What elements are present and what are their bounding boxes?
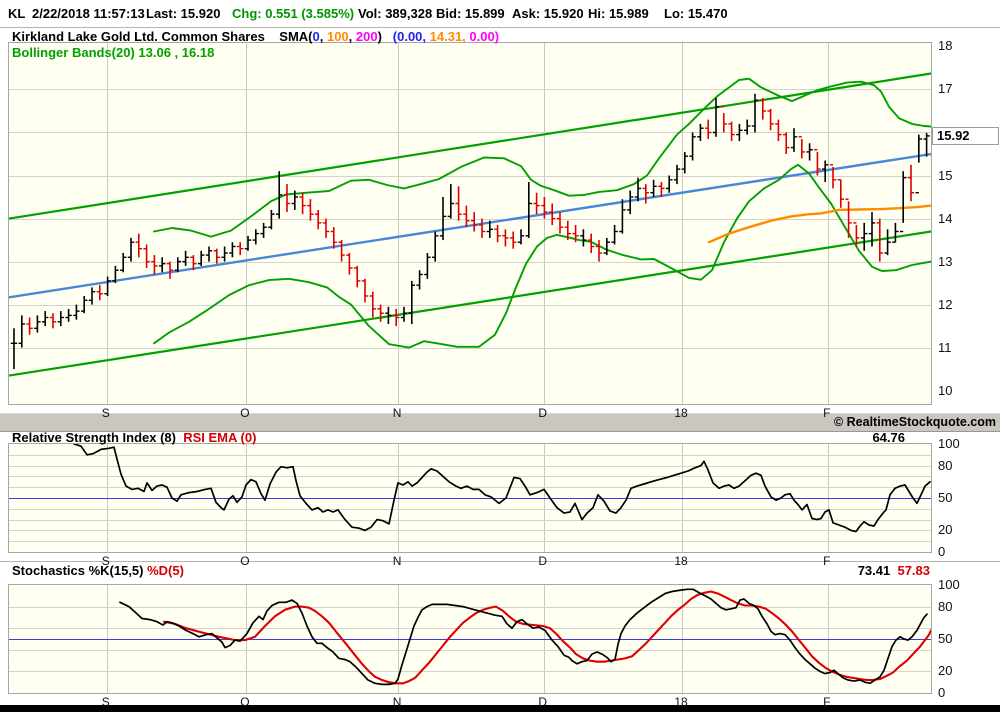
watermark-text: © RealtimeStockquote.com [833, 415, 996, 429]
ticker-symbol: KL [8, 6, 26, 21]
lower-channel-line [9, 230, 931, 377]
text-fragment: SMA( [279, 29, 313, 44]
x-axis-label: D [538, 554, 548, 568]
text-fragment: ) [377, 29, 393, 44]
price-chart-title: Kirkland Lake Gold Ltd. Common Shares SM… [12, 29, 499, 44]
x-axis-label: O [240, 406, 250, 420]
y-axis-label: 50 [938, 490, 953, 505]
x-axis-label: N [392, 695, 402, 709]
y-axis-label: 80 [938, 598, 953, 614]
y-axis-label: 100 [938, 436, 960, 451]
text-fragment: 14.31, [429, 29, 470, 44]
quote-low: Lo: 15.470 [664, 6, 728, 21]
stochastics-plot [8, 584, 932, 694]
text-fragment: RSI EMA (0) [183, 430, 257, 445]
text-fragment: , [319, 29, 327, 44]
price-chart-svg [9, 43, 931, 404]
rsi-svg [9, 444, 931, 552]
y-axis-label: 10 [938, 382, 953, 398]
x-axis-label: S [101, 406, 110, 420]
last-price-tag: 15.92 [932, 127, 999, 145]
y-axis-label: 20 [938, 663, 953, 679]
bollinger-lower-band [153, 163, 931, 349]
y-axis-label: 12 [938, 296, 953, 312]
sma-100-line [707, 204, 931, 244]
text-fragment: %D(5) [147, 563, 184, 578]
rsi-line [73, 444, 931, 533]
y-axis-label: 20 [938, 522, 953, 538]
y-axis-label: 80 [938, 457, 953, 473]
text-fragment: 57.83 [890, 563, 930, 578]
quote-change: Chg: 0.551 (3.585%) [232, 6, 355, 21]
text-fragment: 0 [312, 29, 320, 44]
text-fragment: 200 [355, 29, 378, 44]
x-axis-label: 18 [674, 554, 688, 568]
stochastics-current-values: 73.41 57.83 [858, 563, 930, 578]
panel-divider [0, 561, 1000, 562]
text-fragment: 0.00) [469, 29, 500, 44]
x-axis-label: 18 [674, 695, 688, 709]
y-axis-label: 15 [938, 167, 953, 183]
x-axis-label: S [101, 695, 110, 709]
quote-high: Hi: 15.989 [588, 6, 649, 21]
upper-channel-line [9, 72, 931, 220]
quote-last: Last: 15.920 [146, 6, 221, 21]
x-axis-label: S [101, 554, 110, 568]
quote-bid: Bid: 15.899 [436, 6, 505, 21]
mid-channel-line [9, 152, 931, 299]
quote-volume: Vol: 389,328 [358, 6, 433, 21]
y-axis-label: 13 [938, 253, 953, 269]
x-axis-label: 18 [674, 406, 688, 420]
stoch-k-line [119, 588, 928, 686]
x-axis-label: D [538, 695, 548, 709]
bollinger-upper-band [153, 77, 931, 238]
y-axis-label: 100 [938, 577, 960, 592]
bottom-black-bar [0, 705, 1000, 712]
stoch-d-line [162, 590, 931, 685]
y-axis-label: 17 [938, 81, 953, 97]
price-chart-plot [8, 42, 932, 405]
x-axis-label: O [240, 554, 250, 568]
y-axis-label: 50 [938, 631, 953, 646]
text-fragment: Relative Strength Index (8) [12, 430, 184, 445]
stochastics-svg [9, 585, 931, 693]
copyright-band: © RealtimeStockquote.com [0, 413, 1000, 432]
text-fragment: 73.41 [857, 563, 891, 578]
quote-datetime: 2/22/2018 11:57:13 [32, 6, 145, 21]
x-axis-label: F [823, 695, 831, 709]
text-fragment: Stochastics %K(15,5) [12, 563, 148, 578]
bollinger-bands-label: Bollinger Bands(20) 13.06 , 16.18 [12, 45, 214, 60]
quote-bar: KL 2/22/2018 11:57:13 Last: 15.920 Chg: … [0, 0, 1000, 28]
y-axis-label: 11 [938, 339, 952, 355]
rsi-current-value: 64.76 [872, 430, 905, 445]
text-fragment: Bollinger Bands(20) 13.06 , 16.18 [12, 45, 215, 60]
y-axis-label: 18 [938, 38, 953, 54]
rsi-plot [8, 443, 932, 553]
x-axis-label: F [823, 554, 831, 568]
rsi-panel-title: Relative Strength Index (8) RSI EMA (0) [12, 430, 256, 445]
text-fragment: (0.00, [392, 29, 430, 44]
y-axis-label: 0 [938, 544, 946, 559]
x-axis-label: O [240, 695, 250, 709]
text-fragment: , [348, 29, 356, 44]
text-fragment: 100 [326, 29, 349, 44]
stochastics-panel-title: Stochastics %K(15,5) %D(5) [12, 563, 184, 578]
x-axis-label: D [538, 406, 548, 420]
x-axis-label: F [823, 406, 831, 420]
y-axis-label: 14 [938, 210, 953, 226]
quote-ask: Ask: 15.920 [512, 6, 584, 21]
x-axis-label: N [392, 554, 402, 568]
text-fragment: Kirkland Lake Gold Ltd. Common Shares [12, 29, 280, 44]
y-axis-label: 0 [938, 685, 946, 700]
text-fragment: 64.76 [872, 430, 905, 445]
x-axis-label: N [392, 406, 402, 420]
